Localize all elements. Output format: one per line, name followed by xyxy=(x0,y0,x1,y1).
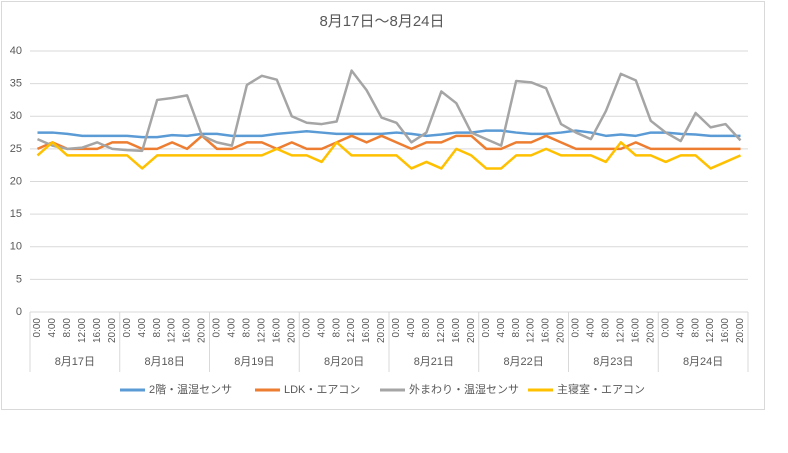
x-tick-label: 4:00 xyxy=(47,318,58,338)
legend-label: 主寝室・エアコン xyxy=(557,382,645,396)
series-line xyxy=(36,141,742,170)
x-tick-label: 12:00 xyxy=(615,318,626,343)
x-tick-label: 20:00 xyxy=(645,318,656,343)
chart-frame xyxy=(1,1,765,410)
group-label: 8月18日 xyxy=(144,356,184,368)
x-tick-label: 16:00 xyxy=(92,318,103,343)
x-tick-label: 12:00 xyxy=(256,318,267,343)
group-label: 8月21日 xyxy=(414,356,454,368)
x-tick-label: 20:00 xyxy=(466,318,477,343)
group-label: 8月24日 xyxy=(683,356,723,368)
x-tick-label: 0:00 xyxy=(301,318,312,338)
x-tick-label: 8:00 xyxy=(421,318,432,338)
legend-label: 2階・温湿センサ xyxy=(149,382,232,396)
group-label: 8月17日 xyxy=(55,356,95,368)
y-tick-label: 0 xyxy=(16,306,22,318)
x-tick-label: 16:00 xyxy=(271,318,282,343)
x-tick-label: 4:00 xyxy=(496,318,507,338)
x-tick-label: 16:00 xyxy=(182,318,193,343)
group-label: 8月19日 xyxy=(234,356,274,368)
x-tick-label: 20:00 xyxy=(376,318,387,343)
series-line xyxy=(36,69,742,153)
x-tick-label: 20:00 xyxy=(107,318,118,343)
series-line xyxy=(37,129,741,139)
x-tick-label: 0:00 xyxy=(481,318,492,338)
y-tick-label: 25 xyxy=(10,143,22,155)
x-tick-label: 0:00 xyxy=(212,318,223,338)
x-tick-label: 8:00 xyxy=(331,318,342,338)
x-tick-label: 12:00 xyxy=(436,318,447,343)
x-tick-label: 8:00 xyxy=(152,318,163,338)
x-tick-label: 12:00 xyxy=(705,318,716,343)
x-tick-label: 20:00 xyxy=(197,318,208,343)
x-tick-label: 16:00 xyxy=(451,318,462,343)
group-label: 8月22日 xyxy=(503,356,543,368)
x-tick-label: 4:00 xyxy=(586,318,597,338)
x-tick-label: 20:00 xyxy=(735,318,746,343)
x-tick-label: 0:00 xyxy=(32,318,43,338)
x-tick-label: 4:00 xyxy=(675,318,686,338)
group-label: 8月23日 xyxy=(593,356,633,368)
x-tick-label: 12:00 xyxy=(77,318,88,343)
chart-title: 8月17日～8月24日 xyxy=(319,13,444,30)
x-tick-label: 8:00 xyxy=(690,318,701,338)
x-tick-label: 0:00 xyxy=(571,318,582,338)
legend-label: LDK・エアコン xyxy=(284,384,360,396)
x-tick-label: 8:00 xyxy=(511,318,522,338)
x-tick-label: 16:00 xyxy=(630,318,641,343)
x-tick-label: 12:00 xyxy=(346,318,357,343)
y-tick-label: 35 xyxy=(10,78,22,90)
y-tick-label: 15 xyxy=(10,208,22,220)
x-tick-label: 8:00 xyxy=(62,318,73,338)
group-label: 8月20日 xyxy=(324,356,364,368)
y-tick-label: 10 xyxy=(10,241,22,253)
x-tick-label: 16:00 xyxy=(541,318,552,343)
x-tick-label: 0:00 xyxy=(122,318,133,338)
x-tick-label: 20:00 xyxy=(556,318,567,343)
x-tick-label: 16:00 xyxy=(720,318,731,343)
x-tick-label: 4:00 xyxy=(137,318,148,338)
x-tick-label: 4:00 xyxy=(227,318,238,338)
x-tick-label: 0:00 xyxy=(660,318,671,338)
x-tick-label: 12:00 xyxy=(167,318,178,343)
x-tick-label: 0:00 xyxy=(391,318,402,338)
x-tick-label: 16:00 xyxy=(361,318,372,343)
y-tick-label: 5 xyxy=(16,273,22,285)
y-tick-label: 20 xyxy=(10,175,22,187)
x-tick-label: 4:00 xyxy=(316,318,327,338)
x-tick-label: 8:00 xyxy=(601,318,612,338)
x-tick-label: 4:00 xyxy=(406,318,417,338)
x-tick-label: 12:00 xyxy=(526,318,537,343)
legend-label: 外まわり・温湿センサ xyxy=(409,383,519,396)
x-tick-label: 8:00 xyxy=(242,318,253,338)
y-tick-label: 30 xyxy=(10,110,22,122)
x-tick-label: 20:00 xyxy=(286,318,297,343)
series-line xyxy=(36,134,741,151)
y-tick-label: 40 xyxy=(10,45,22,57)
